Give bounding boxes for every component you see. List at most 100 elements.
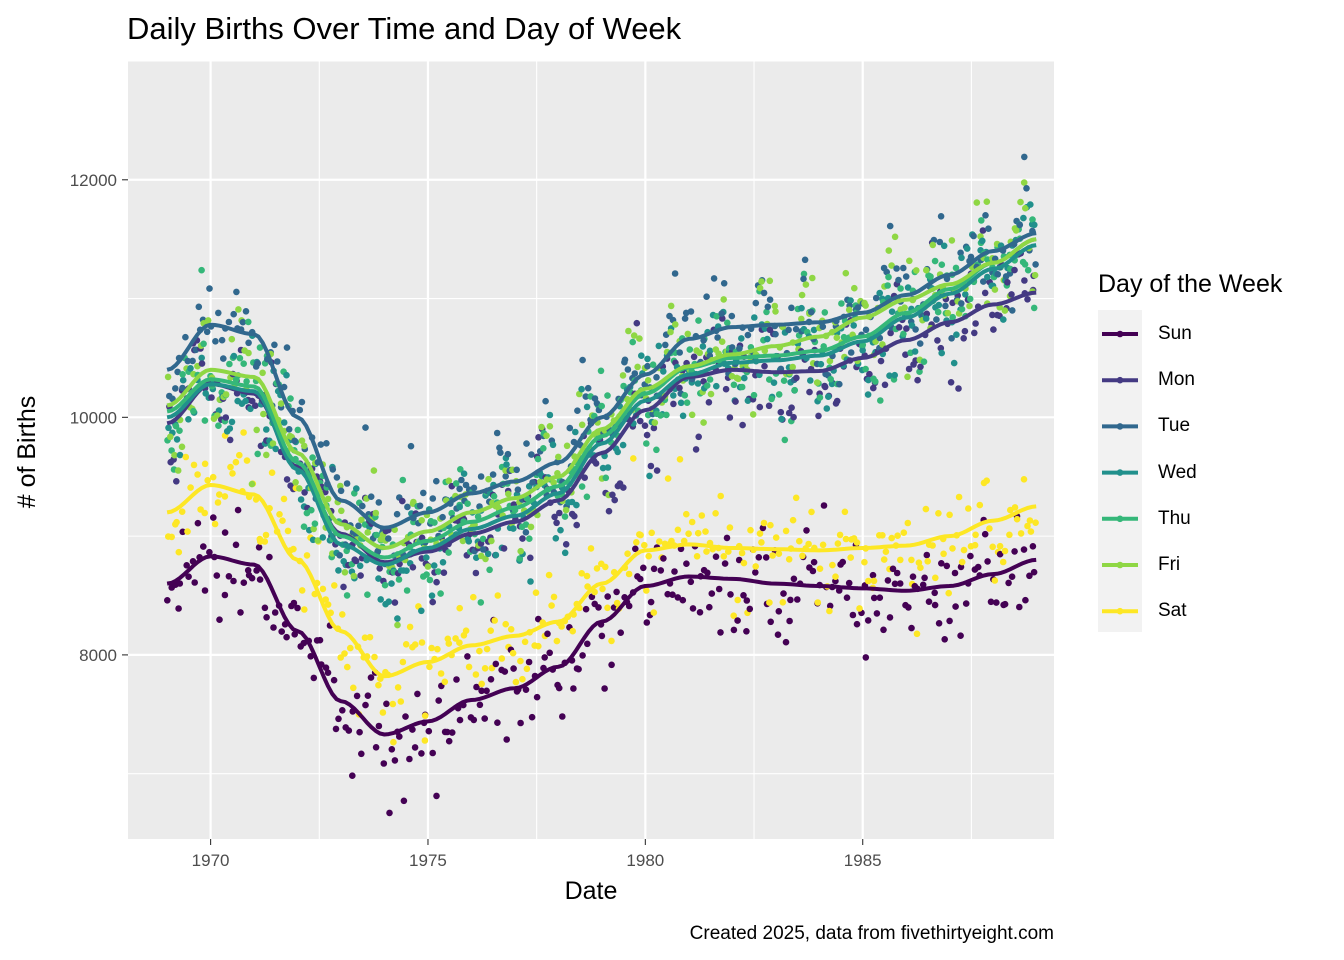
point-tue xyxy=(916,340,924,347)
point-wed xyxy=(1000,316,1007,323)
point-thu xyxy=(300,523,308,530)
point-sat xyxy=(796,537,803,545)
point-sat xyxy=(656,538,663,545)
point-fri xyxy=(845,306,853,314)
point-sat xyxy=(344,663,351,671)
point-thu xyxy=(464,500,471,508)
point-sun xyxy=(782,638,790,646)
point-sat xyxy=(1032,519,1039,526)
point-sun xyxy=(889,565,897,573)
legend-label-thu: Thu xyxy=(1158,507,1191,529)
point-tue xyxy=(836,380,843,388)
point-wed xyxy=(644,355,651,363)
point-sun xyxy=(657,567,665,574)
point-sun xyxy=(1026,572,1033,580)
legend-label-fri: Fri xyxy=(1158,554,1181,575)
point-sun xyxy=(598,632,606,640)
point-fri xyxy=(164,373,172,381)
point-sun xyxy=(671,568,678,575)
point-mon xyxy=(806,388,813,396)
point-sat xyxy=(583,572,591,580)
point-tue xyxy=(174,368,181,376)
point-wed xyxy=(984,273,991,281)
point-mon xyxy=(605,507,613,515)
point-wed xyxy=(694,380,702,387)
point-thu xyxy=(952,264,960,272)
point-fri xyxy=(904,373,911,381)
point-sun xyxy=(324,669,332,676)
point-sat xyxy=(418,639,426,646)
point-mon xyxy=(198,360,206,367)
point-thu xyxy=(364,591,371,598)
point-tue xyxy=(359,502,366,510)
point-tue xyxy=(681,315,689,322)
point-wed xyxy=(572,428,579,436)
point-sat xyxy=(955,493,963,501)
point-thu xyxy=(534,455,542,463)
point-sat xyxy=(532,589,540,596)
point-thu xyxy=(426,576,434,584)
point-sun xyxy=(1008,573,1016,580)
point-sun xyxy=(908,624,915,632)
point-tue xyxy=(631,370,639,377)
point-thu xyxy=(437,590,444,597)
point-tue xyxy=(274,358,281,365)
point-sun xyxy=(845,579,853,587)
point-fri xyxy=(1012,227,1020,234)
point-wed xyxy=(484,550,492,558)
point-sun xyxy=(689,605,697,612)
point-fri xyxy=(826,357,834,365)
point-sat xyxy=(989,543,996,551)
point-wed xyxy=(807,377,814,384)
point-sat xyxy=(470,593,477,601)
point-fri xyxy=(167,433,174,441)
point-fri xyxy=(771,302,779,310)
point-fri xyxy=(546,423,554,430)
point-thu xyxy=(245,318,252,326)
point-wed xyxy=(963,245,971,252)
point-tue xyxy=(912,326,919,333)
point-tue xyxy=(337,487,345,495)
point-wed xyxy=(953,331,960,339)
point-sat xyxy=(421,712,429,719)
point-sun xyxy=(803,527,810,534)
point-wed xyxy=(604,464,612,471)
point-sun xyxy=(891,580,899,588)
point-wed xyxy=(744,397,752,405)
point-sat xyxy=(929,542,936,549)
point-sat xyxy=(983,477,990,485)
point-wed xyxy=(247,405,254,413)
point-wed xyxy=(375,575,382,582)
point-sat xyxy=(882,548,890,555)
point-mon xyxy=(990,326,997,333)
point-mon xyxy=(535,434,542,441)
legend-label-sun: Sun xyxy=(1158,323,1192,344)
point-sun xyxy=(952,603,959,610)
point-sat xyxy=(805,540,812,548)
point-sat xyxy=(940,550,947,558)
point-tue xyxy=(285,426,293,433)
point-sun xyxy=(535,615,542,623)
point-sun xyxy=(559,713,566,720)
point-thu xyxy=(649,361,657,369)
point-wed xyxy=(465,538,473,545)
point-fri xyxy=(707,390,715,398)
point-mon xyxy=(690,353,698,361)
point-sat xyxy=(880,556,888,563)
point-thu xyxy=(598,402,605,410)
point-sat xyxy=(756,530,764,537)
point-tue xyxy=(800,275,807,283)
legend-key-point-thu xyxy=(1116,515,1124,523)
point-wed xyxy=(713,382,720,390)
point-wed xyxy=(825,393,832,401)
point-sat xyxy=(178,508,186,515)
point-thu xyxy=(663,411,670,419)
point-tue xyxy=(497,449,504,457)
point-thu xyxy=(695,317,702,324)
point-sun xyxy=(664,590,671,598)
point-mon xyxy=(785,409,793,417)
point-sat xyxy=(276,511,283,518)
point-mon xyxy=(833,397,841,405)
point-mon xyxy=(732,398,739,405)
point-thu xyxy=(1024,266,1032,274)
